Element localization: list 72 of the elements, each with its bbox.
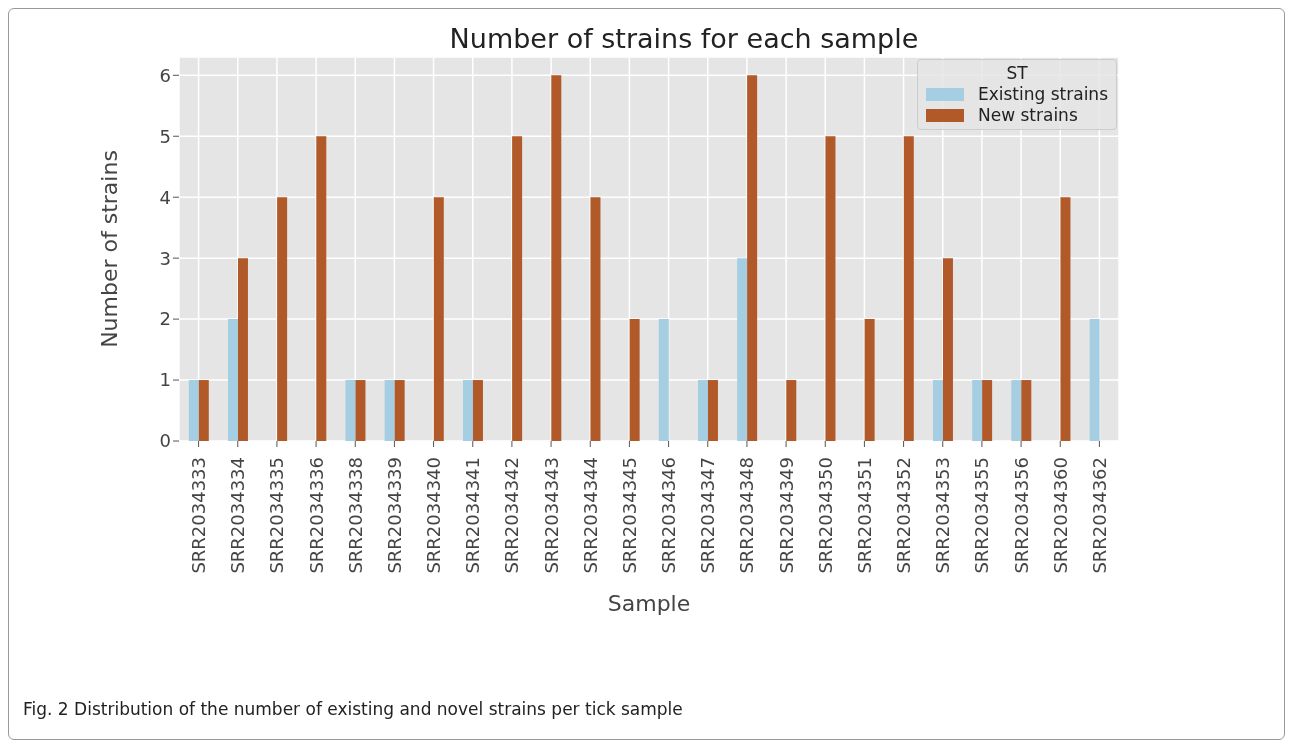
bar	[658, 319, 669, 441]
x-tick-label: SRR2034344	[579, 457, 601, 574]
bar	[1011, 380, 1022, 441]
chart-title: Number of strains for each sample	[448, 23, 920, 54]
x-tick-label: SRR2034360	[1049, 457, 1071, 574]
x-tick-label: SRR2034350	[814, 457, 836, 574]
bar	[707, 380, 718, 441]
bar	[355, 380, 366, 441]
y-tick-label: 4	[159, 186, 171, 208]
bar	[697, 380, 708, 441]
x-tick-label: SRR2034349	[775, 457, 797, 574]
bar	[512, 136, 523, 441]
x-tick-label: SRR2034342	[501, 457, 523, 574]
bar	[590, 197, 601, 441]
x-tick-label: SRR2034336	[305, 457, 327, 574]
x-tick-label: SRR2034348	[736, 457, 758, 574]
x-tick-label: SRR2034356	[1010, 457, 1032, 574]
x-tick-label: SRR2034340	[423, 457, 445, 574]
bar	[433, 197, 444, 441]
caption: Fig. 2 Distribution of the number of existing and novel strains per tick sample	[23, 699, 683, 719]
bar	[786, 380, 797, 441]
bar	[384, 380, 395, 441]
x-tick-label: SRR2034335	[266, 457, 288, 574]
bar	[903, 136, 914, 441]
legend-title: ST	[1005, 63, 1029, 83]
bar	[737, 258, 748, 441]
bar	[316, 136, 327, 441]
y-tick-label: 1	[159, 369, 171, 391]
y-tick-label: 6	[159, 64, 171, 86]
x-tick-label: SRR2034352	[893, 457, 915, 574]
x-tick-label: SRR2034339	[383, 457, 405, 574]
bar	[747, 75, 758, 441]
x-axis-title: Sample	[607, 591, 691, 616]
bar	[932, 380, 943, 441]
bar	[462, 380, 473, 441]
bar	[942, 258, 953, 441]
x-tick-label: SRR2034338	[344, 457, 366, 574]
x-tick-label: SRR2034353	[932, 457, 954, 574]
x-tick-label: SRR2034362	[1088, 457, 1110, 574]
legend-label: Existing strains	[977, 84, 1108, 104]
bar	[394, 380, 405, 441]
bar	[472, 380, 483, 441]
x-tick-label: SRR2034333	[188, 457, 210, 574]
bar	[227, 319, 238, 441]
y-tick-label: 5	[159, 125, 171, 147]
y-tick-label: 2	[159, 308, 171, 330]
bar	[864, 319, 875, 441]
bar	[237, 258, 248, 441]
y-axis-title: Number of strains	[96, 150, 122, 348]
bar	[982, 380, 993, 441]
bar	[188, 380, 199, 441]
x-tick-label: SRR2034343	[540, 457, 562, 574]
x-tick-label: SRR2034345	[618, 457, 640, 574]
x-tick-label: SRR2034341	[462, 457, 484, 574]
legend-label: New strains	[977, 105, 1078, 125]
bar	[551, 75, 562, 441]
bar	[1089, 319, 1100, 441]
y-tick-label: 0	[159, 430, 171, 452]
bar	[629, 319, 640, 441]
x-tick-label: SRR2034346	[658, 457, 680, 574]
bar	[277, 197, 288, 441]
bar	[1060, 197, 1071, 441]
x-tick-label: SRR2034351	[853, 457, 875, 574]
x-tick-label: SRR2034334	[227, 457, 249, 574]
bar	[825, 136, 836, 441]
bar	[972, 380, 983, 441]
y-tick-label: 3	[159, 247, 171, 269]
bar	[345, 380, 356, 441]
x-tick-label: SRR2034347	[697, 457, 719, 574]
bar	[1021, 380, 1032, 441]
x-tick-label: SRR2034355	[971, 457, 993, 574]
bar	[198, 380, 209, 441]
